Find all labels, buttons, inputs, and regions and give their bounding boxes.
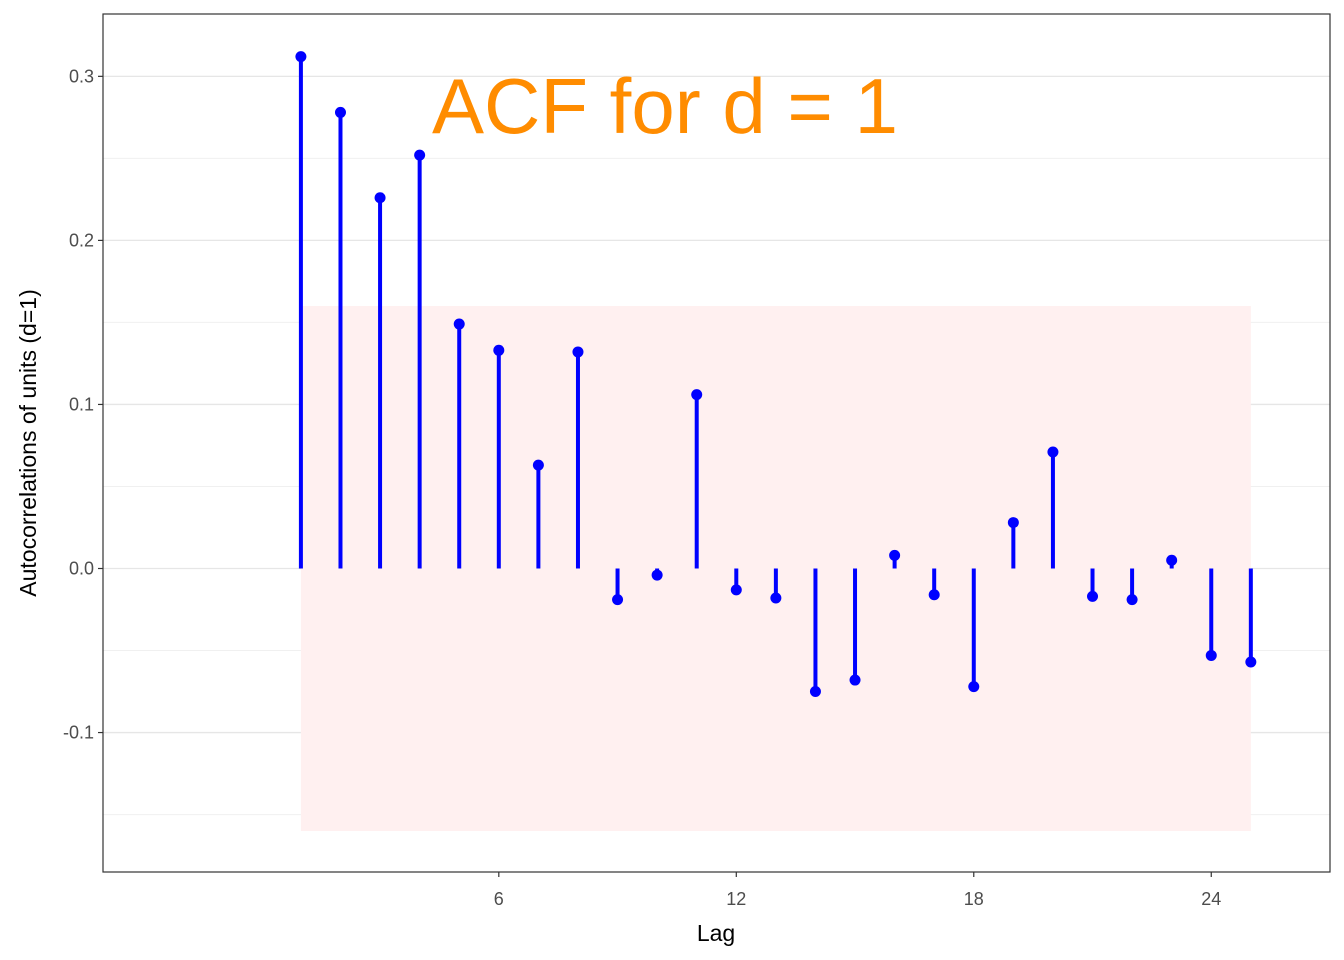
acf-point xyxy=(374,192,386,204)
panel-border xyxy=(102,13,1331,873)
acf-point xyxy=(928,589,940,601)
acf-point xyxy=(968,681,980,693)
acf-point xyxy=(532,459,544,471)
acf-point xyxy=(1205,649,1217,661)
acf-point xyxy=(295,51,307,63)
y-tick-label: 0.1 xyxy=(69,394,94,414)
acf-point xyxy=(651,569,663,581)
acf-point xyxy=(493,344,505,356)
acf-points xyxy=(295,51,1257,698)
acf-point xyxy=(1007,517,1019,529)
x-axis: 6 12 18 24 xyxy=(494,872,1221,909)
acf-point xyxy=(730,584,742,596)
acf-point xyxy=(334,106,346,118)
acf-point xyxy=(1166,554,1178,566)
y-tick-label: 0.2 xyxy=(69,230,94,250)
acf-point xyxy=(1245,656,1257,668)
x-tick-label: 18 xyxy=(964,889,984,909)
acf-point xyxy=(414,149,426,161)
acf-point xyxy=(1087,590,1099,602)
acf-point xyxy=(572,346,584,358)
acf-point xyxy=(809,686,821,698)
acf-point xyxy=(1126,594,1138,606)
chart-annotation: ACF for d = 1 xyxy=(432,62,898,150)
acf-point xyxy=(889,549,901,561)
x-axis-title: Lag xyxy=(697,920,735,946)
y-tick-label: 0.0 xyxy=(69,559,94,579)
x-tick-label: 12 xyxy=(726,889,746,909)
acf-point xyxy=(612,594,624,606)
y-tick-label: 0.3 xyxy=(69,66,94,86)
x-tick-label: 6 xyxy=(494,889,504,909)
y-axis: -0.1 0.0 0.1 0.2 0.3 xyxy=(63,66,103,743)
acf-point xyxy=(770,592,782,604)
y-axis-title: Autocorrelations of units (d=1) xyxy=(15,289,41,596)
acf-point xyxy=(1047,446,1059,458)
acf-point xyxy=(691,389,703,401)
acf-point xyxy=(849,674,861,686)
y-tick-label: -0.1 xyxy=(63,723,94,743)
x-tick-label: 24 xyxy=(1201,889,1221,909)
acf-point xyxy=(453,318,465,330)
